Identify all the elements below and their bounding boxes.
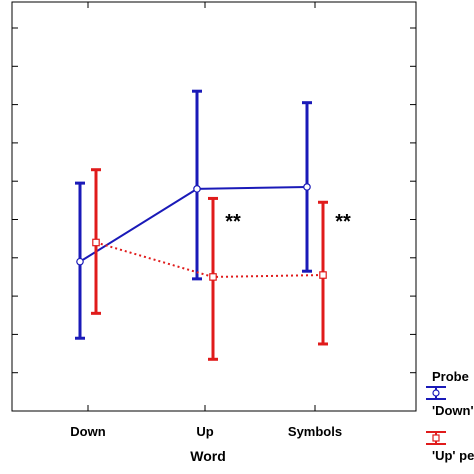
legend-marker [432, 434, 440, 442]
data-point [319, 271, 327, 279]
legend-label: 'Down' pe [432, 403, 474, 418]
legend-entry: 'Down' pe [426, 386, 474, 418]
data-point [76, 257, 84, 266]
series-layer [75, 89, 328, 361]
x-tick-labels: Down Up Symbols [70, 424, 342, 439]
y-axis-ticks [12, 27, 416, 374]
data-point [209, 273, 217, 281]
significance-label: ** [225, 211, 241, 233]
annotation-layer: ** ** [225, 211, 351, 233]
series-1 [75, 89, 312, 340]
x-axis-ticks [87, 2, 316, 411]
legend-marker [432, 389, 440, 397]
x-axis-title: Word [190, 448, 226, 464]
legend-entry: 'Up' pe [426, 431, 474, 463]
legend-label: 'Up' pe [432, 448, 474, 463]
data-point [92, 238, 100, 247]
data-point [303, 183, 311, 191]
significance-label: ** [335, 211, 351, 233]
legend: Probe 'Down' pe 'Up' pe [426, 369, 474, 463]
plot-frame [11, 1, 417, 412]
x-tick-label: Symbols [288, 424, 342, 439]
x-tick-label: Up [196, 424, 213, 439]
x-tick-label: Down [70, 424, 105, 439]
series-2 [91, 168, 328, 361]
legend-title: Probe [432, 369, 469, 384]
data-point [193, 185, 201, 193]
